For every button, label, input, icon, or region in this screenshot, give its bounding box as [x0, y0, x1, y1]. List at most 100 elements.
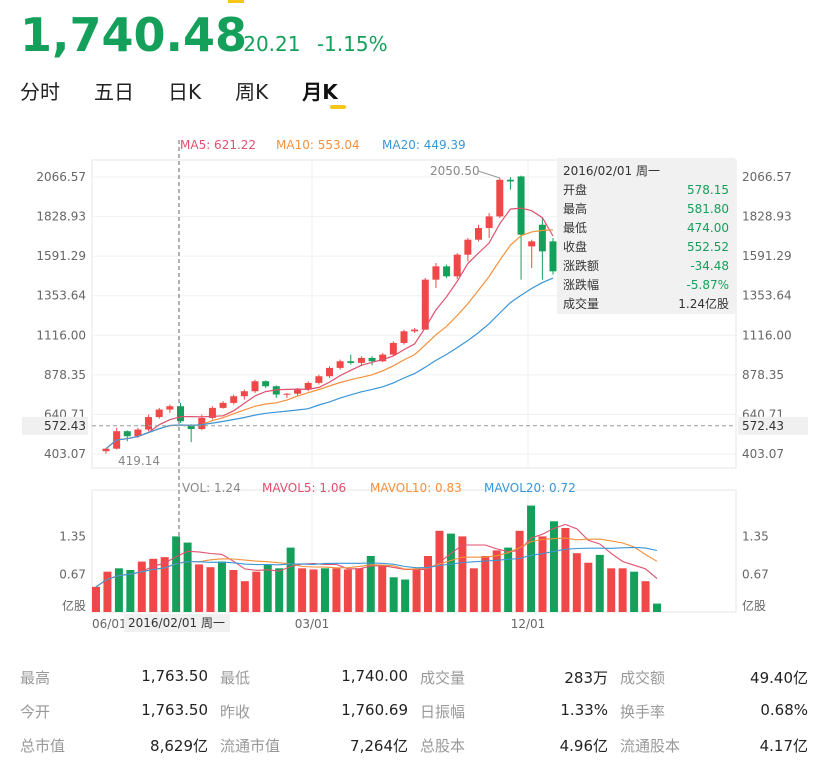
- candle-body: [177, 406, 184, 422]
- tooltip-label: 成交量: [563, 296, 599, 311]
- stat-turnover: 成交额 49.40亿: [620, 668, 808, 687]
- volume-bar: [320, 568, 329, 612]
- stat-float-shares: 流通股本 4.17亿: [620, 736, 808, 755]
- candle-body: [294, 389, 302, 394]
- crosshair: 572.43 572.43 2016/02/01 周一: [22, 140, 808, 632]
- stat-volume: 成交量 283万: [420, 668, 608, 687]
- candle-body: [251, 381, 259, 392]
- candle-body: [411, 329, 419, 332]
- tooltip-label: 开盘: [563, 182, 587, 197]
- candle-body: [421, 279, 429, 330]
- candle-body: [134, 429, 142, 437]
- tooltip-label: 最高: [563, 201, 587, 216]
- volume-bar: [126, 570, 135, 612]
- stats-row: 今开 1,763.50 昨收 1,760.69 日振幅 1.33% 换手率 0.68%: [20, 694, 820, 728]
- candle-body: [155, 409, 163, 418]
- tab-monthly-k[interactable]: 月K: [302, 76, 346, 109]
- crosshair-price-left: 572.43: [44, 419, 86, 433]
- tab-five-day[interactable]: 五日: [94, 80, 134, 104]
- price-tick-left: 2066.57: [36, 170, 86, 184]
- candle-body: [230, 396, 238, 403]
- crosshair-price-box-left: [22, 416, 88, 435]
- volume-tick-left: 0.67: [59, 567, 86, 581]
- candle-body: [262, 381, 270, 387]
- volume-bar: [527, 505, 536, 612]
- candle-body: [347, 361, 355, 363]
- tooltip-value: -34.48: [690, 259, 729, 273]
- price-tick-left: 1116.00: [36, 328, 86, 342]
- mavol20-legend: MAVOL20: 0.72: [484, 481, 576, 495]
- candle-body: [432, 266, 440, 280]
- candle-body: [166, 406, 174, 410]
- price-tick-left: 1828.93: [36, 210, 86, 224]
- volume-bar: [229, 570, 238, 612]
- volume-bar: [561, 528, 570, 612]
- volume-bar: [618, 568, 627, 612]
- volume-bar: [458, 536, 467, 612]
- candle-body: [208, 407, 216, 418]
- tooltip-label: 最低: [563, 221, 587, 235]
- stats-table: 最高 1,763.50 最低 1,740.00 成交量 283万 成交额 49.40亿 …: [20, 660, 820, 762]
- volume-bar: [252, 571, 261, 612]
- volume-bar: [630, 571, 639, 612]
- candle-body: [496, 179, 504, 217]
- candle-body: [549, 241, 557, 272]
- candles: [102, 175, 557, 454]
- axis-labels: 2066.57 2066.57 1828.93 1828.93 1591.29 1591.…: [36, 170, 791, 631]
- mavol10-legend: MAVOL10: 0.83: [370, 481, 462, 495]
- date-tick: 12/01: [511, 617, 546, 631]
- volume-bar: [492, 550, 501, 612]
- period-tabs: 分时 五日 日K 周K 月K: [20, 76, 372, 109]
- volume-bar: [378, 566, 387, 612]
- crosshair-date-box: [124, 614, 230, 632]
- volume-bar: [309, 569, 318, 612]
- volume-bar: [607, 568, 616, 612]
- tab-weekly-k[interactable]: 周K: [235, 80, 269, 104]
- stat-float-cap: 流通市值 7,264亿: [220, 736, 408, 755]
- tab-intraday[interactable]: 分时: [20, 80, 60, 104]
- low-marker-label: 419.14: [118, 454, 160, 468]
- volume-bar: [389, 577, 398, 612]
- candle-body: [368, 357, 376, 362]
- price-change: -20.21 -1.15%: [236, 32, 398, 56]
- ma10-legend: MA10: 553.04: [276, 138, 360, 152]
- tooltip-value: -5.87%: [687, 278, 729, 292]
- volume-bar: [183, 542, 192, 612]
- candle-body: [123, 431, 131, 437]
- high-marker-label: 2050.50: [430, 164, 480, 178]
- price-tick-right: 878.35: [742, 368, 784, 382]
- price-tick-right: 2066.57: [742, 170, 792, 184]
- volume-bar: [195, 564, 204, 612]
- tab-daily-k[interactable]: 日K: [168, 80, 202, 104]
- tooltip-date: 2016/02/01 周一: [563, 164, 660, 178]
- price-tick-right: 1116.00: [742, 328, 792, 342]
- volume-bar: [401, 579, 410, 612]
- candle-body: [485, 216, 493, 229]
- candle-body: [517, 176, 525, 235]
- volume-bar: [538, 536, 547, 612]
- change-amount: -20.21: [236, 32, 301, 56]
- volume-bar: [435, 530, 444, 612]
- volume-bar: [263, 564, 272, 612]
- candle-body: [219, 402, 227, 408]
- price-panel-border: [91, 159, 737, 469]
- mavol20-line: [95, 546, 658, 588]
- candle-body: [528, 241, 536, 247]
- candle-body: [379, 354, 387, 362]
- kline-chart[interactable]: MA5: 621.22 MA10: 553.04 MA20: 449.39 VO…: [0, 0, 840, 650]
- ma20-legend: MA20: 449.39: [382, 138, 466, 152]
- ma20-line: [105, 277, 554, 450]
- volume-tick-right: 0.67: [742, 567, 769, 581]
- tooltip-value: 474.00: [687, 221, 729, 235]
- volume-unit-left: 亿股: [62, 598, 86, 613]
- tooltip-panel: [557, 158, 735, 314]
- candle-body: [400, 331, 408, 343]
- volume-bar: [343, 569, 352, 612]
- candle-body: [357, 357, 365, 363]
- current-price: 1,740.48: [20, 8, 247, 62]
- price-tick-left: 878.35: [44, 368, 86, 382]
- ma5-legend: MA5: 621.22: [180, 138, 256, 152]
- volume-bar: [572, 553, 581, 612]
- candle-body: [102, 448, 110, 452]
- volume-bar: [424, 556, 433, 612]
